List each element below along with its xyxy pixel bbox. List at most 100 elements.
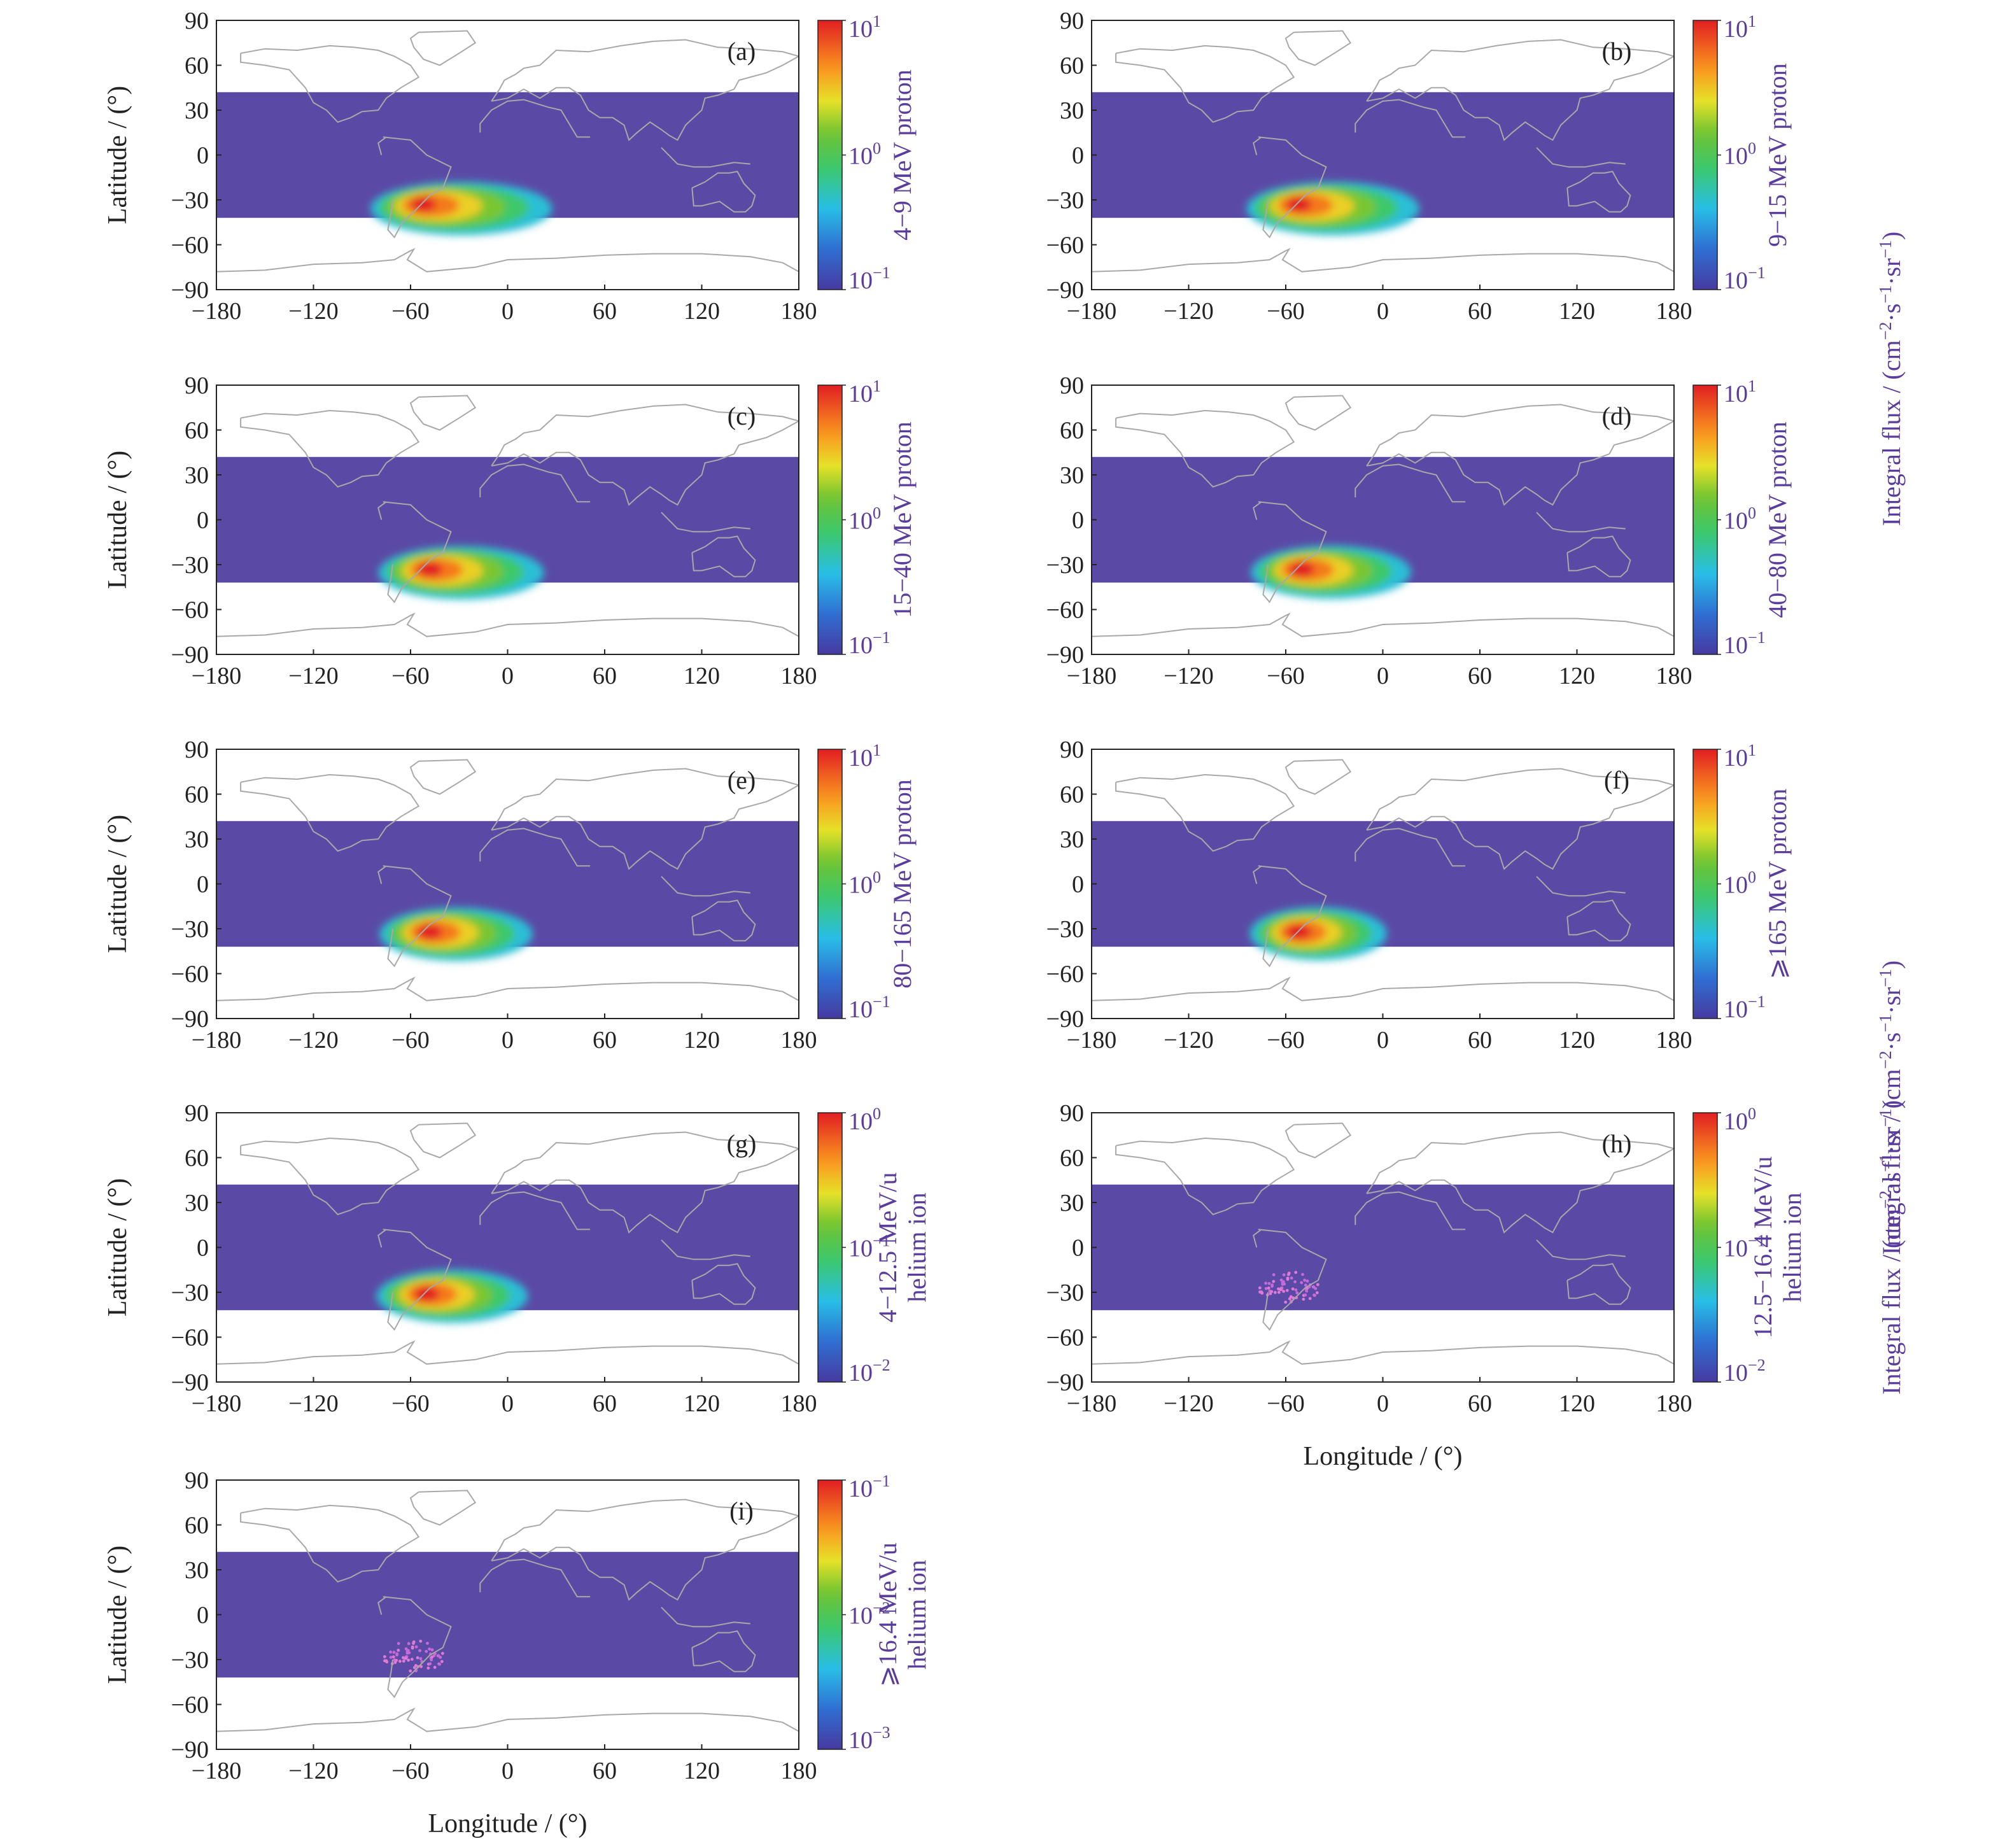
x-tick-label: −120 [288,663,338,689]
x-tick-label: 0 [502,663,514,689]
speckle-point [1279,1278,1283,1282]
colorbar-tick-exponent: 0 [873,139,881,158]
saa-anomaly [1246,181,1419,236]
x-tick-label: −180 [192,1390,241,1417]
y-tick-label: −90 [1046,1006,1084,1033]
coastline [409,1122,477,1159]
colorbar-tick-label: 101 [1724,12,1756,43]
coastline [240,1504,420,1583]
x-tick-label: −180 [1067,1027,1116,1054]
x-tick-label: 0 [502,298,514,325]
speckle-point [407,1642,411,1646]
x-axis-label: Longitude / (°) [428,1809,587,1838]
panel-label: (c) [728,402,756,430]
coastlines [216,30,799,272]
y-tick-label: 0 [1072,143,1084,169]
colorbar-tick-exponent: −2 [873,1356,890,1374]
colorbar-tick-label: 100 [848,1104,881,1135]
y-tick-label: 90 [185,1100,209,1127]
speckle-point [1294,1271,1298,1274]
colorbar [817,384,843,655]
coastline [691,535,756,577]
colorbar [817,20,843,290]
colorbar-tick-label: 100 [848,504,881,535]
speckle-point [416,1656,419,1660]
colorbar-label: 15−40 MeV proton [888,421,917,617]
unit-text: Integral flux / (cm [1877,1209,1906,1395]
colorbar-tick-label: 101 [1724,377,1756,407]
speckle-point [397,1642,400,1646]
x-tick-label: 60 [1468,1390,1492,1417]
y-tick-label: 30 [185,826,209,853]
coastline [1258,1229,1327,1331]
y-tick-label: 60 [1060,53,1084,80]
speckle-point [428,1662,432,1666]
y-tick-label: 0 [1072,1235,1084,1262]
y-tick-label: −90 [171,1369,209,1396]
speckle-point [1284,1301,1288,1304]
coastline [216,977,799,1001]
unit-exponent: −1 [1876,1108,1895,1127]
x-tick-label: −120 [288,1758,338,1784]
flux-band [1092,1184,1674,1311]
speckle-point [1258,1286,1262,1290]
coastline [383,865,452,968]
coastline [491,768,799,870]
y-tick-label: −90 [171,1006,209,1033]
y-tick-label: 30 [1060,97,1084,124]
colorbar-tick-exponent: −1 [1748,628,1766,647]
y-tick-label: 0 [197,1602,209,1629]
y-tick-label: 90 [185,737,209,763]
colorbar-tick-label: 101 [848,12,881,43]
speckle-point [1312,1285,1316,1289]
speckle-point [1304,1293,1307,1297]
coastline [1284,1122,1352,1159]
x-tick-label: −180 [192,663,241,689]
coastline [661,1239,750,1260]
x-tick-label: 180 [781,1027,817,1054]
panel-h: −180 −120 −60 0 60 120 180 90 60 30 0 −30 −60 −90 Long… [1046,1100,1806,1471]
panel-d: −180 −120 −60 0 60 120 180 90 60 30 0 −30 −60 −90 (d) 1… [1046,372,1792,689]
colorbar [1692,749,1718,1019]
coastline [409,1490,477,1526]
y-tick-label: 60 [185,53,209,80]
y-axis-label: Latitude / (°) [103,815,132,953]
panel-label: (d) [1602,402,1632,430]
x-tick-label: 180 [781,1390,817,1417]
coastline [691,1630,756,1672]
y-tick-label: −60 [171,232,209,259]
coastlines [1092,1122,1674,1365]
coastline [409,30,477,66]
x-tick-label: 0 [1377,1027,1389,1054]
flux-map [1251,545,1412,599]
colorbar-tick-label: 10−2 [1724,1356,1766,1386]
y-tick-label: −90 [1046,642,1084,668]
speckle-point [1270,1285,1274,1288]
colorbar-label: 9−15 MeV proton [1763,63,1792,246]
unit-text: ·s [1877,1172,1906,1190]
x-tick-label: −60 [1267,1390,1304,1417]
colorbar-tick-label: 10−2 [848,1356,890,1386]
coastline [1092,977,1674,1001]
speckle-point [1293,1280,1297,1284]
speckle-point [385,1660,389,1664]
coastline [491,404,799,506]
speckle-point [412,1640,416,1644]
speckle-point [404,1656,408,1660]
speckle-point [1300,1281,1304,1285]
colorbar-tick-label: 10−3 [848,1723,890,1754]
y-tick-label: −90 [171,1737,209,1763]
x-tick-label: −180 [1067,298,1116,325]
coastline [479,99,591,138]
flux-map [378,546,544,600]
speckle-point [409,1669,412,1673]
colorbar-tick-label: 10−1 [1724,628,1766,659]
y-tick-label: 0 [197,871,209,898]
speckle-point [1315,1291,1319,1295]
x-tick-label: 120 [1559,298,1595,325]
x-tick-label: 180 [1656,663,1692,689]
x-tick-label: −180 [1067,1390,1116,1417]
coastline [240,409,420,488]
y-tick-label: 0 [1072,507,1084,534]
x-tick-label: −60 [391,663,429,689]
